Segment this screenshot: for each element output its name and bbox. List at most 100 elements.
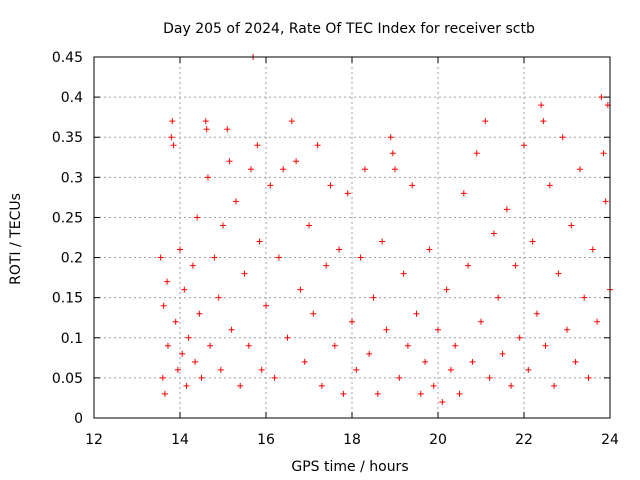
y-tick-label: 0.35 — [52, 130, 83, 146]
data-point — [183, 382, 190, 389]
data-point — [207, 342, 214, 349]
data-point — [194, 214, 201, 221]
data-point — [232, 198, 239, 205]
data-point — [202, 118, 209, 125]
y-tick-label: 0 — [74, 411, 83, 427]
data-point — [220, 222, 226, 229]
data-point — [293, 158, 300, 165]
y-axis-label: ROTI / TECUs — [8, 193, 24, 285]
data-point — [263, 302, 269, 309]
data-point — [340, 390, 347, 397]
data-point — [387, 134, 394, 141]
data-point — [157, 254, 164, 261]
data-point — [389, 150, 396, 157]
data-point — [189, 262, 196, 269]
y-tick-label: 0.4 — [61, 90, 83, 106]
data-point — [275, 254, 282, 261]
data-point — [383, 326, 390, 333]
data-point — [177, 246, 183, 253]
data-point — [439, 398, 446, 405]
data-point — [568, 222, 575, 229]
data-point — [267, 182, 274, 189]
data-point — [392, 166, 398, 173]
data-point — [161, 390, 168, 397]
data-points — [157, 54, 613, 405]
data-point — [164, 278, 171, 285]
data-point — [284, 334, 291, 341]
data-point — [508, 382, 515, 389]
data-point — [400, 270, 407, 277]
data-point — [598, 94, 605, 101]
data-point — [204, 174, 211, 181]
data-point — [516, 334, 523, 341]
data-point — [203, 126, 210, 133]
x-tick-label: 18 — [343, 432, 361, 448]
data-point — [581, 294, 588, 301]
data-point — [185, 334, 192, 341]
data-point — [594, 318, 601, 325]
data-point — [413, 310, 420, 317]
data-point — [271, 374, 278, 381]
data-point — [589, 246, 596, 253]
data-point — [465, 262, 472, 269]
data-point — [456, 390, 463, 397]
data-point — [327, 182, 334, 189]
data-point — [217, 366, 224, 373]
data-point — [538, 102, 545, 109]
data-point — [542, 342, 549, 349]
data-point — [237, 382, 244, 389]
data-point — [572, 358, 579, 365]
data-point — [280, 166, 287, 173]
data-point — [525, 366, 532, 373]
data-point — [469, 358, 476, 365]
data-point — [452, 342, 459, 349]
data-point — [258, 366, 265, 373]
data-point — [164, 342, 171, 349]
y-tick-label: 0.25 — [52, 210, 83, 226]
data-point — [211, 254, 218, 261]
data-point — [353, 366, 360, 373]
data-point — [172, 318, 179, 325]
x-tick-label: 20 — [429, 432, 447, 448]
data-point — [301, 358, 308, 365]
data-point — [241, 270, 248, 277]
data-point — [314, 142, 321, 149]
data-point — [430, 382, 437, 389]
y-tick-label: 0.1 — [61, 331, 83, 347]
data-point — [306, 222, 312, 229]
data-point — [254, 142, 261, 149]
data-point — [370, 294, 377, 301]
data-point — [551, 382, 558, 389]
data-point — [490, 230, 497, 237]
data-point — [600, 150, 607, 157]
data-point — [555, 270, 562, 277]
data-point — [318, 382, 325, 389]
data-point — [228, 326, 235, 333]
data-point — [576, 166, 583, 173]
data-point — [357, 254, 364, 261]
data-point — [426, 246, 433, 253]
data-point — [435, 326, 441, 333]
data-point — [503, 206, 510, 213]
axes: 12 14 16 18 20 22 24 0 0.05 0.1 0.15 0.2 0.25 0.3 0.35… — [52, 50, 619, 448]
data-point — [170, 142, 177, 149]
grid — [94, 57, 610, 418]
data-point — [396, 374, 403, 381]
data-point — [192, 358, 199, 365]
data-point — [256, 238, 263, 245]
data-point — [349, 318, 355, 325]
data-point — [482, 118, 489, 125]
y-tick-label: 0.2 — [61, 251, 83, 267]
data-point — [585, 374, 592, 381]
data-point — [226, 158, 233, 165]
data-point — [245, 342, 252, 349]
data-point — [310, 310, 317, 317]
data-point — [512, 262, 519, 269]
data-point — [417, 390, 424, 397]
data-point — [247, 166, 254, 173]
data-point — [404, 342, 411, 349]
y-tick-label: 0.05 — [52, 371, 83, 387]
x-tick-label: 24 — [601, 432, 619, 448]
data-point — [160, 302, 167, 309]
data-point — [521, 142, 527, 149]
